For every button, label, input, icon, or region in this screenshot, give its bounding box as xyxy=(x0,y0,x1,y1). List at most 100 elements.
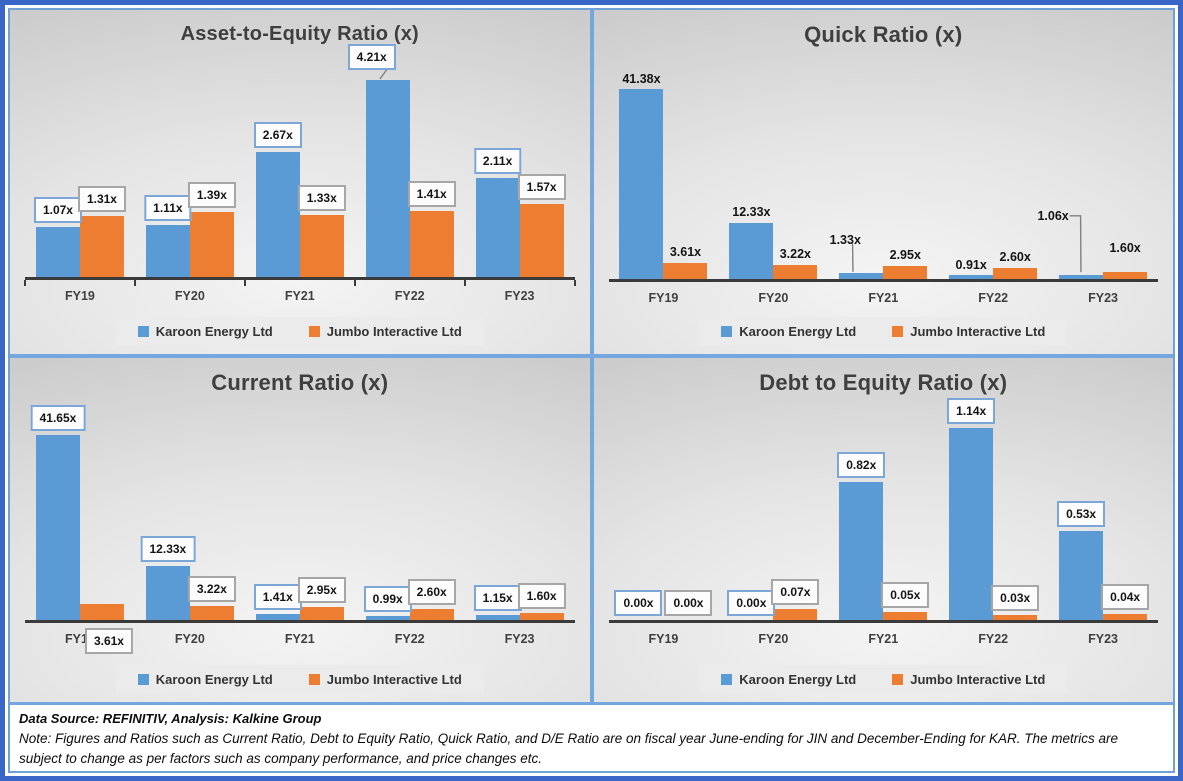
data-label-karoon-fy20: 0.00x xyxy=(727,590,776,617)
data-label-jumbo-fy22: 2.60x xyxy=(407,578,456,605)
bar-group-fy21: 0.82x 0.05x xyxy=(828,402,938,621)
report-inner-border: Asset-to-Equity Ratio (x) 1.07x 1.31x 1.11… xyxy=(8,8,1175,773)
bar-group-fy22: 4.21x 1.41x xyxy=(347,44,465,277)
x-tick-label: FY19 xyxy=(648,632,679,647)
bar-jumbo-fy21 xyxy=(299,214,344,277)
axis-tick xyxy=(353,280,356,286)
bar-group-fy21: 1.33x 2.95x xyxy=(828,54,938,280)
bar-karoon-fy20 xyxy=(145,225,190,277)
leader-line xyxy=(1069,215,1082,273)
legend-label-jumbo: Jumbo Interactive Ltd xyxy=(326,324,462,339)
bar-karoon-fy22 xyxy=(365,616,410,621)
note-text: Note: Figures and Ratios such as Current… xyxy=(19,730,1119,767)
x-tick-label: FY20 xyxy=(758,632,789,647)
bar-karoon-fy21 xyxy=(839,273,884,280)
data-source-text: Data Source: REFINITIV, Analysis: Kalkin… xyxy=(19,711,322,726)
legend-label-karoon: Karoon Energy Ltd xyxy=(739,672,857,687)
data-label-karoon-fy23: 0.53x xyxy=(1057,501,1106,528)
x-axis-labels: FY19 FY20 FY21 FY22 FY23 xyxy=(594,623,1174,646)
bar-karoon-fy23 xyxy=(475,615,520,621)
legend-item-karoon: Karoon Energy Ltd xyxy=(137,672,273,687)
axis-tick xyxy=(133,280,136,286)
data-label-jumbo-fy19: 1.31x xyxy=(77,185,126,212)
data-label-jumbo-fy22: 2.60x xyxy=(999,250,1031,264)
legend-item-jumbo: Jumbo Interactive Ltd xyxy=(892,673,1045,686)
bar-jumbo-fy21 xyxy=(883,265,928,280)
panel-debt-to-equity: Debt to Equity Ratio (x) 0.00x 0.00x 0.00x… xyxy=(593,358,1174,702)
axis-tick xyxy=(243,280,246,286)
bar-jumbo-fy22 xyxy=(993,615,1038,621)
bar-karoon-fy22 xyxy=(949,275,994,280)
bar-group-fy22: 1.14x 0.03x xyxy=(938,398,1048,621)
bar-group-fy19: 1.07x 1.31x xyxy=(25,52,135,277)
x-tick-label: FY19 xyxy=(648,291,679,306)
axis-tick xyxy=(573,280,576,286)
legend-label-jumbo: Jumbo Interactive Ltd xyxy=(326,672,462,687)
data-label-karoon-fy21: 0.82x xyxy=(837,452,886,479)
x-tick-label: FY23 xyxy=(504,632,535,647)
footer: Data Source: REFINITIV, Analysis: Kalkin… xyxy=(10,705,1173,771)
data-label-karoon-fy22: 0.99x xyxy=(363,586,412,612)
bar-group-fy23: 1.06x 1.60x xyxy=(1037,54,1158,280)
data-label-jumbo-fy21: 1.33x xyxy=(297,184,346,211)
legend-swatch-jumbo xyxy=(308,326,320,337)
bar-karoon-fy23 xyxy=(1059,274,1104,280)
bar-karoon-fy21 xyxy=(839,482,884,621)
data-label-jumbo-fy23: 1.60x xyxy=(1109,240,1141,255)
legend-swatch-karoon xyxy=(137,674,149,685)
data-label-karoon-fy22: 4.21x xyxy=(347,44,396,70)
legend-swatch-jumbo xyxy=(892,674,904,685)
chart-title: Debt to Equity Ratio (x) xyxy=(759,370,1008,395)
data-label-karoon-fy19: 41.65x xyxy=(30,405,86,432)
x-axis-labels: FY19 FY20 FY21 FY22 FY23 xyxy=(10,280,590,303)
x-axis-labels: FY19 FY20 FY21 FY22 FY23 xyxy=(594,282,1174,305)
bar-group-fy23: 0.53x 0.04x xyxy=(1048,402,1158,621)
x-tick-label: FY22 xyxy=(978,291,1009,306)
bar-karoon-fy22 xyxy=(365,80,410,277)
bar-karoon-fy21 xyxy=(255,152,300,277)
bar-jumbo-fy23 xyxy=(1103,272,1148,280)
legend-label-karoon: Karoon Energy Ltd xyxy=(155,324,273,339)
x-tick-label: FY23 xyxy=(504,289,535,303)
x-tick-label: FY19 xyxy=(65,289,95,303)
data-label-jumbo-fy22: 1.41x xyxy=(407,181,456,207)
bar-jumbo-fy23 xyxy=(519,203,564,277)
legend-item-karoon: Karoon Energy Ltd xyxy=(721,673,856,686)
bar-karoon-fy23 xyxy=(1059,531,1104,621)
legend: Karoon Energy Ltd Jumbo Interactive Ltd xyxy=(699,665,1068,694)
bar-group-fy20: 12.33x 3.22x xyxy=(718,54,828,280)
data-label-jumbo-fy19: 3.61x xyxy=(84,628,133,655)
legend-swatch-karoon xyxy=(137,326,149,337)
x-tick-label: FY21 xyxy=(284,632,315,647)
data-label-jumbo-fy20: 0.07x xyxy=(771,578,820,605)
x-axis xyxy=(608,279,1158,283)
x-tick-label: FY20 xyxy=(174,632,205,647)
data-label-karoon-fy21: 1.41x xyxy=(253,584,302,611)
x-tick-label: FY21 xyxy=(868,632,899,647)
bar-karoon-fy19 xyxy=(619,89,664,280)
bar-karoon-fy23 xyxy=(475,178,520,277)
data-label-jumbo-fy21: 2.95x xyxy=(297,577,346,604)
legend-label-karoon: Karoon Energy Ltd xyxy=(155,672,273,687)
x-axis xyxy=(25,620,575,624)
bar-jumbo-fy21 xyxy=(883,612,928,621)
x-axis xyxy=(608,620,1158,624)
plot-area: 41.65x 3.61x 12.33x 3.22x 1.41x 2.95x 0.99x 2.6… xyxy=(10,402,590,655)
data-label-jumbo-fy21: 2.95x xyxy=(889,248,921,263)
bar-group-fy21: 2.67x 1.33x xyxy=(245,52,355,277)
data-label-karoon-fy19: 1.07x xyxy=(33,196,82,223)
data-label-karoon-fy23: 2.11x xyxy=(473,148,522,175)
data-label-karoon-fy19: 41.38x xyxy=(622,71,661,86)
bar-jumbo-fy21 xyxy=(299,607,344,621)
legend-item-jumbo: Jumbo Interactive Ltd xyxy=(308,672,462,687)
bar-jumbo-fy20 xyxy=(189,606,234,621)
bar-jumbo-fy22 xyxy=(409,211,454,277)
legend-item-karoon: Karoon Energy Ltd xyxy=(721,325,856,338)
x-tick-label: FY21 xyxy=(284,289,315,303)
x-tick-label: FY23 xyxy=(1088,632,1119,647)
data-label-jumbo-fy23: 0.04x xyxy=(1101,583,1150,610)
legend-item-karoon: Karoon Energy Ltd xyxy=(137,324,273,339)
bar-group-fy22: 0.91x 2.60x xyxy=(938,54,1048,280)
bar-group-fy19: 0.00x 0.00x xyxy=(609,402,719,620)
bar-group-fy23: 1.15x 1.60x xyxy=(465,402,575,621)
